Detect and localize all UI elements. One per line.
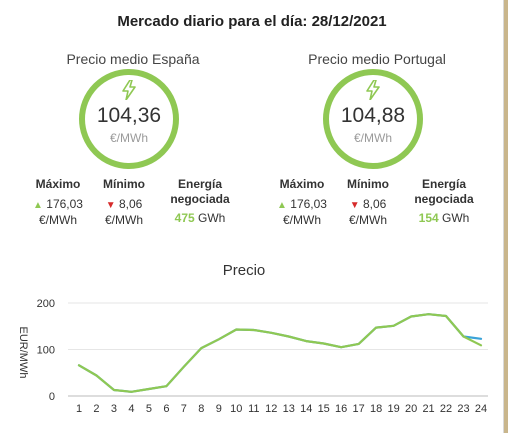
spain-energy-label-1: Energía [177, 177, 222, 191]
spain-max-label: Máximo [35, 177, 81, 191]
portugal-energy-label-2: negociada [414, 192, 474, 206]
portugal-min-unit: €/MWh [348, 213, 387, 227]
portugal-max-label: Máximo [279, 177, 325, 191]
x-tick-label: 15 [318, 403, 330, 415]
portugal-min-value: 8,06 [362, 197, 387, 211]
x-tick-label: 2 [93, 403, 99, 415]
chart-title: Precio [223, 262, 266, 279]
portugal-price-unit: €/MWh [353, 131, 392, 145]
x-tick-label: 20 [405, 403, 417, 415]
window-edge [504, 0, 508, 433]
y-axis-label: EUR/MWh [17, 327, 29, 379]
portugal-max-stat: Máximo ▲ 176,03 €/MWh [272, 177, 332, 228]
spain-price-ring: 104,36 €/MWh [79, 69, 179, 169]
triangle-down-icon: ▼ [105, 200, 116, 211]
x-tick-label: 6 [163, 403, 169, 415]
x-tick-label: 16 [335, 403, 347, 415]
spain-max-value: 176,03 [46, 197, 83, 211]
x-tick-label: 17 [353, 403, 365, 415]
lightning-bolt-icon [329, 79, 417, 105]
portugal-title: Precio medio Portugal [308, 51, 446, 67]
x-tick-label: 4 [128, 403, 134, 415]
spain-price-unit: €/MWh [109, 131, 148, 145]
x-tick-label: 11 [248, 403, 259, 415]
x-tick-label: 13 [283, 403, 295, 415]
lightning-bolt-icon [85, 79, 173, 105]
x-tick-label: 9 [216, 403, 222, 415]
x-tick-label: 18 [370, 403, 382, 415]
spain-energy-stat: Energía negociada 475 GWh [160, 177, 240, 226]
triangle-down-icon: ▼ [349, 200, 360, 211]
x-tick-label: 1 [76, 403, 82, 415]
portugal-panel: Precio medio Portugal 104,88 €/MWh Máxim… [262, 50, 492, 230]
x-tick-label: 21 [422, 403, 434, 415]
series-line [77, 313, 483, 393]
x-tick-label: 22 [440, 403, 452, 415]
spain-max-stat: Máximo ▲ 176,03 €/MWh [28, 177, 88, 228]
x-tick-label: 10 [230, 403, 242, 415]
portugal-average-price: 104,88 [340, 104, 406, 127]
series-line [77, 313, 483, 393]
spain-min-label: Mínimo [103, 177, 145, 191]
y-tick-label: 200 [37, 298, 55, 310]
price-chart: Precio EUR/MWh 0 100 200 1 2 3 4 5 6 7 8 9 10 11 12 13 14 1… [0, 258, 504, 433]
spain-min-stat: Mínimo ▼ 8,06 €/MWh [94, 177, 154, 228]
x-tick-label: 24 [475, 403, 487, 415]
portugal-energy-stat: Energía negociada 154 GWh [404, 177, 484, 226]
portugal-energy-unit: GWh [442, 211, 470, 225]
spain-energy-label-2: negociada [170, 192, 230, 206]
y-tick-label: 100 [37, 345, 55, 357]
portugal-energy-value: 154 [418, 211, 439, 225]
x-tick-label: 8 [198, 403, 204, 415]
x-tick-label: 12 [265, 403, 277, 415]
spain-panel: Precio medio España 104,36 €/MWh Máximo … [18, 50, 248, 230]
portugal-min-stat: Mínimo ▼ 8,06 €/MWh [338, 177, 398, 228]
spain-min-value: 8,06 [118, 197, 143, 211]
x-tick-label: 5 [146, 403, 152, 415]
triangle-up-icon: ▲ [277, 200, 287, 211]
x-tick-label: 7 [181, 403, 187, 415]
portugal-max-unit: €/MWh [282, 213, 321, 227]
triangle-up-icon: ▲ [33, 200, 43, 211]
spain-energy-unit: GWh [198, 211, 226, 225]
portugal-min-label: Mínimo [347, 177, 389, 191]
page-title: Mercado diario para el día: 28/12/2021 [117, 13, 387, 30]
spain-average-price: 104,36 [96, 104, 162, 127]
spain-max-unit: €/MWh [38, 213, 77, 227]
spain-title: Precio medio España [66, 51, 200, 67]
spain-energy-value: 475 [174, 211, 195, 225]
x-tick-label: 14 [300, 403, 312, 415]
spain-min-unit: €/MWh [104, 213, 143, 227]
portugal-energy-label-1: Energía [421, 177, 466, 191]
x-tick-label: 23 [457, 403, 469, 415]
x-tick-label: 3 [111, 403, 117, 415]
portugal-max-value: 176,03 [290, 197, 327, 211]
x-tick-label: 19 [387, 403, 399, 415]
y-tick-label: 0 [49, 391, 55, 403]
portugal-price-ring: 104,88 €/MWh [323, 69, 423, 169]
